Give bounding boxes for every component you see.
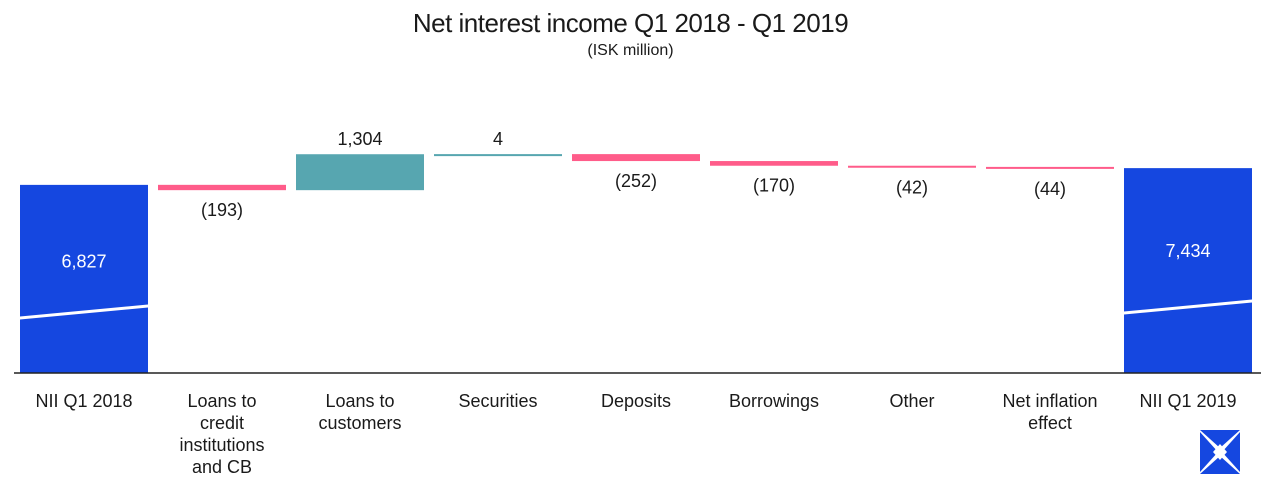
category-label-1-3: and CB bbox=[192, 457, 252, 477]
bar-0-lower bbox=[20, 307, 148, 373]
value-label-6: (42) bbox=[896, 178, 928, 198]
bar-6 bbox=[848, 165, 976, 168]
value-label-8: 7,434 bbox=[1165, 241, 1210, 261]
chart-title: Net interest income Q1 2018 - Q1 2019 bbox=[412, 8, 849, 38]
category-label-2-0: Loans to bbox=[325, 391, 394, 411]
chart-category-labels: NII Q1 2018 Loans tocreditinstitutionsand… bbox=[35, 391, 1236, 477]
value-label-5: (170) bbox=[753, 176, 795, 196]
bar-1 bbox=[158, 184, 286, 191]
bar-3 bbox=[434, 154, 562, 157]
category-label-5-0: Borrowings bbox=[729, 391, 819, 411]
category-label-8-0: NII Q1 2019 bbox=[1139, 391, 1236, 411]
category-label-7-0: Net inflation bbox=[1002, 391, 1097, 411]
category-label-7-1: effect bbox=[1028, 413, 1072, 433]
bar-5 bbox=[710, 161, 838, 166]
bar-2 bbox=[296, 154, 424, 191]
bar-7 bbox=[986, 166, 1114, 169]
category-label-0-0: NII Q1 2018 bbox=[35, 391, 132, 411]
chart-value-labels: 6,827 (193) 1,304 4 (252) (170) (42) (44) 7,434 bbox=[61, 129, 1210, 271]
star-logo-icon bbox=[1200, 430, 1240, 474]
category-label-3-0: Securities bbox=[458, 391, 537, 411]
category-label-4-0: Deposits bbox=[601, 391, 671, 411]
category-label-1-0: Loans to bbox=[187, 391, 256, 411]
value-label-3: 4 bbox=[493, 129, 503, 149]
value-label-7: (44) bbox=[1034, 179, 1066, 199]
category-label-1-2: institutions bbox=[179, 435, 264, 455]
chart-subtitle: (ISK million) bbox=[587, 42, 674, 59]
value-label-0: 6,827 bbox=[61, 251, 106, 271]
bar-4 bbox=[572, 154, 700, 162]
bar-0 bbox=[20, 184, 148, 317]
bar-8 bbox=[1124, 168, 1252, 312]
category-label-6-0: Other bbox=[889, 391, 934, 411]
value-label-1: (193) bbox=[201, 200, 243, 220]
bar-8-lower bbox=[1124, 302, 1252, 373]
value-label-4: (252) bbox=[615, 171, 657, 191]
value-label-2: 1,304 bbox=[337, 129, 382, 149]
chart-bars bbox=[20, 154, 1252, 373]
category-label-2-1: customers bbox=[318, 413, 401, 433]
category-label-1-1: credit bbox=[200, 413, 244, 433]
